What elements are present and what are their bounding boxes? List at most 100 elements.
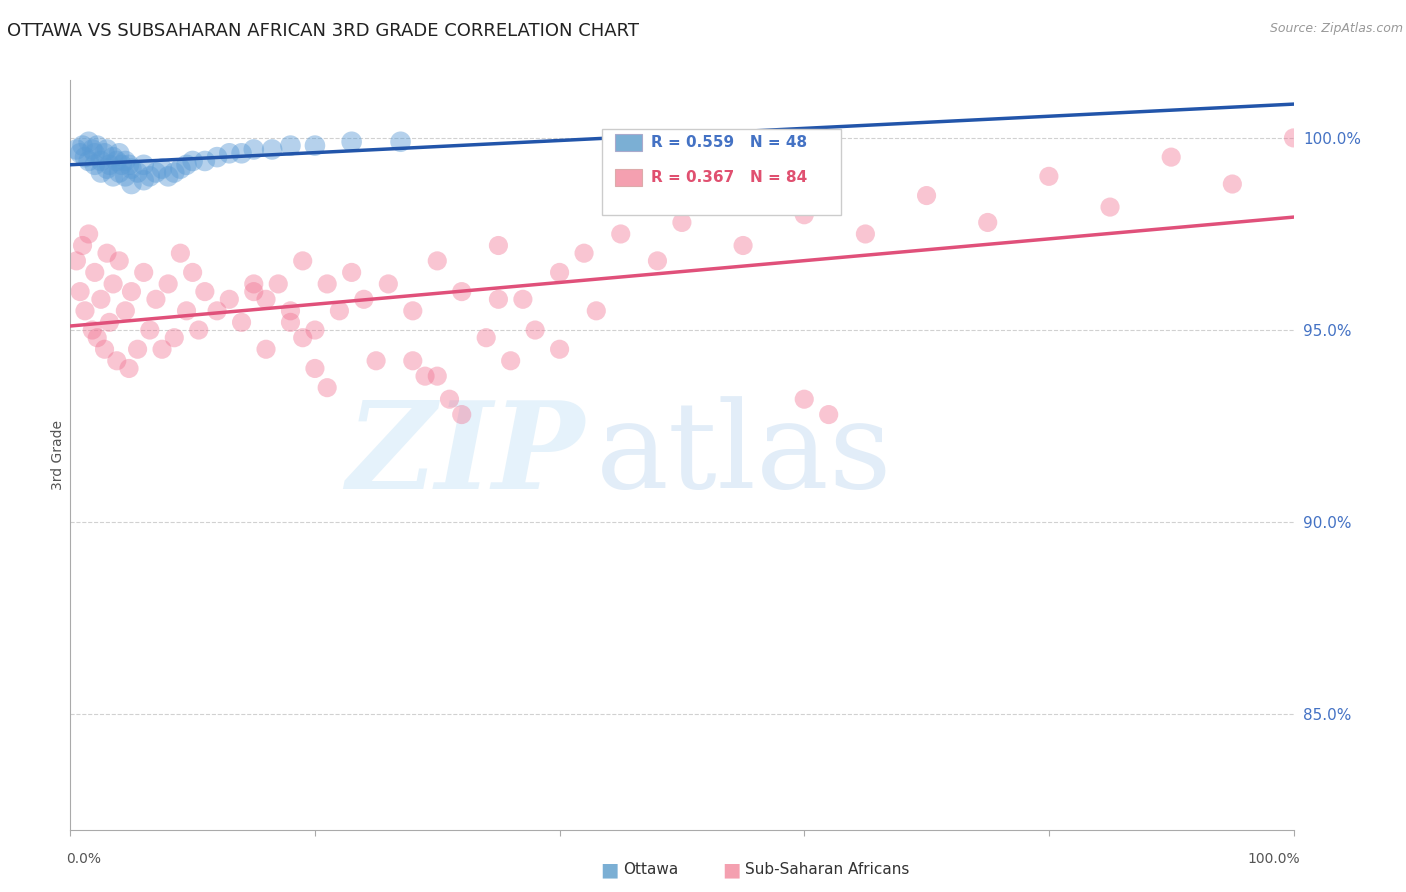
Point	[108, 146, 131, 161]
Point	[98, 315, 121, 329]
Text: R = 0.367   N = 84: R = 0.367 N = 84	[651, 170, 807, 186]
Point	[475, 331, 498, 345]
Point	[181, 153, 204, 168]
Point	[488, 293, 510, 307]
Point	[111, 158, 134, 172]
Point	[231, 315, 253, 329]
Point	[90, 293, 112, 307]
Point	[82, 323, 104, 337]
Point	[548, 265, 571, 279]
Point	[671, 215, 693, 229]
Point	[86, 138, 108, 153]
Point	[243, 143, 266, 157]
Point	[340, 135, 363, 149]
Text: ■: ■	[600, 860, 619, 880]
Point	[585, 303, 607, 318]
Point	[218, 293, 240, 307]
Point	[83, 146, 105, 161]
Point	[108, 165, 131, 179]
Point	[101, 277, 124, 291]
Point	[86, 331, 108, 345]
Point	[121, 177, 143, 191]
Text: ZIP: ZIP	[346, 396, 583, 514]
Point	[262, 143, 284, 157]
Point	[96, 161, 118, 176]
Point	[389, 135, 412, 149]
Text: Source: ZipAtlas.com: Source: ZipAtlas.com	[1270, 22, 1403, 36]
Point	[132, 158, 155, 172]
Point	[169, 161, 191, 176]
Point	[132, 265, 155, 279]
Point	[72, 238, 94, 252]
Point	[139, 323, 162, 337]
Point	[114, 153, 136, 168]
Point	[105, 153, 128, 168]
Point	[353, 293, 375, 307]
Point	[280, 138, 302, 153]
Point	[93, 146, 115, 161]
Point	[96, 246, 118, 260]
Point	[69, 146, 91, 161]
Point	[157, 277, 180, 291]
Point	[145, 293, 167, 307]
Point	[291, 331, 314, 345]
Point	[610, 227, 633, 241]
Point	[328, 303, 350, 318]
Point	[187, 323, 209, 337]
Point	[976, 215, 998, 229]
Point	[105, 353, 128, 368]
Point	[793, 392, 815, 407]
Point	[139, 169, 162, 184]
Point	[121, 285, 143, 299]
Point	[83, 265, 105, 279]
Text: atlas: atlas	[596, 396, 893, 514]
Point	[127, 165, 149, 179]
Point	[254, 293, 277, 307]
Point	[280, 315, 302, 329]
Point	[304, 323, 326, 337]
FancyBboxPatch shape	[614, 169, 641, 186]
Text: 0.0%: 0.0%	[66, 852, 101, 866]
Point	[98, 158, 121, 172]
Point	[267, 277, 290, 291]
Point	[450, 408, 472, 422]
Point	[426, 369, 449, 384]
Point	[855, 227, 877, 241]
Point	[1220, 177, 1243, 191]
Point	[366, 353, 388, 368]
Text: R = 0.559   N = 48: R = 0.559 N = 48	[651, 135, 807, 150]
Text: ■: ■	[723, 860, 741, 880]
Point	[194, 285, 217, 299]
Point	[254, 343, 277, 357]
Point	[77, 153, 100, 168]
Point	[524, 323, 547, 337]
Point	[101, 169, 124, 184]
Point	[118, 158, 141, 172]
Point	[1099, 200, 1122, 214]
FancyBboxPatch shape	[602, 129, 841, 215]
Point	[90, 165, 112, 179]
Point	[163, 331, 186, 345]
Point	[101, 150, 124, 164]
Point	[118, 361, 141, 376]
Point	[169, 246, 191, 260]
Point	[291, 253, 314, 268]
Point	[127, 343, 149, 357]
Text: 100.0%: 100.0%	[1249, 852, 1301, 866]
Point	[647, 253, 669, 268]
Point	[114, 169, 136, 184]
Point	[176, 158, 198, 172]
Point	[402, 303, 425, 318]
Point	[90, 153, 112, 168]
Point	[194, 153, 217, 168]
Point	[439, 392, 461, 407]
Point	[163, 165, 186, 179]
Point	[150, 343, 173, 357]
Point	[450, 285, 472, 299]
Point	[205, 303, 228, 318]
Point	[93, 343, 115, 357]
Point	[1282, 131, 1305, 145]
Point	[108, 253, 131, 268]
Point	[316, 381, 339, 395]
Point	[121, 161, 143, 176]
